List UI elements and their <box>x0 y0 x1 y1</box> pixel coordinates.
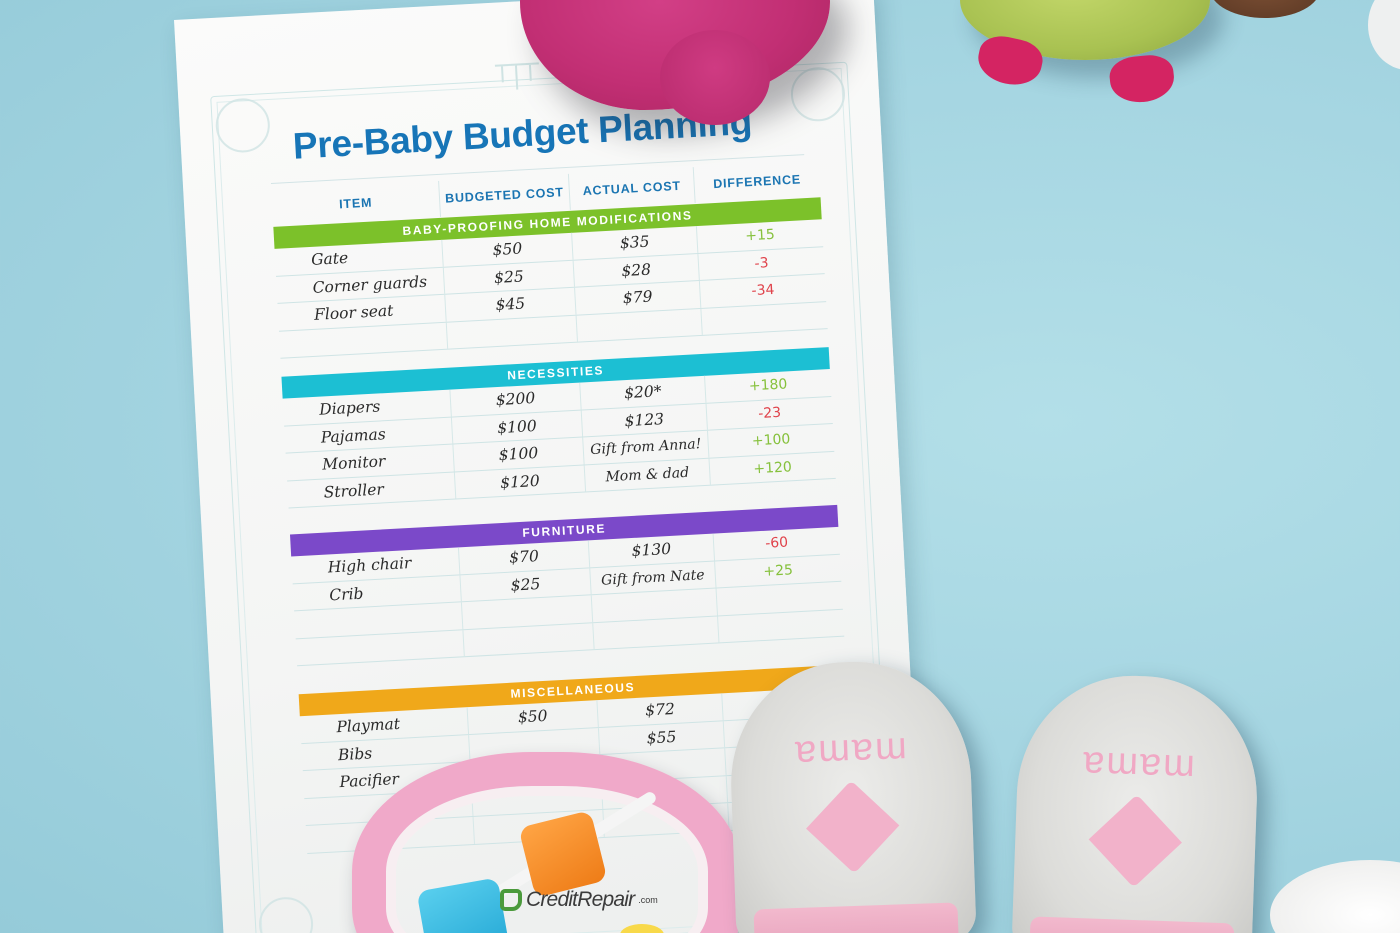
cell-actual <box>576 308 703 342</box>
column-header-actual: ACTUAL COST <box>568 167 696 210</box>
baby-mobile-icon <box>494 62 541 105</box>
brown-plush-toy <box>1210 0 1320 18</box>
mitten-cuff <box>1029 916 1235 933</box>
baby-mitten-left: mama <box>727 657 977 933</box>
mitten-embroidery: mama <box>792 729 908 776</box>
cell-difference <box>718 609 844 642</box>
heart-icon <box>1088 794 1182 888</box>
cell-difference <box>701 302 827 335</box>
baby-mitten-right: mama <box>1011 671 1261 933</box>
logo-text: CreditRepair <box>526 888 635 911</box>
yellow-bead <box>620 924 664 933</box>
heart-icon <box>806 780 900 874</box>
brand-logo: CreditRepair .com <box>500 888 658 912</box>
white-plush-toy <box>1270 860 1400 933</box>
white-plush-edge <box>1368 0 1400 70</box>
cell-budgeted <box>446 315 578 349</box>
cell-difference: +120 <box>752 459 793 478</box>
cell-budgeted: $120 <box>454 464 587 499</box>
plush-foot-right <box>1107 52 1177 106</box>
creditrepair-logo-icon <box>500 889 522 911</box>
cell-budgeted <box>463 622 595 657</box>
mitten-cuff <box>753 902 959 933</box>
cell-actual: Mom & dad <box>584 458 711 492</box>
column-header-difference: DIFFERENCE <box>712 172 802 192</box>
mitten-embroidery: mama <box>1080 743 1196 790</box>
column-header-budgeted: BUDGETED COST <box>439 173 571 217</box>
logo-suffix: .com <box>638 895 658 905</box>
cell-actual <box>593 615 720 650</box>
